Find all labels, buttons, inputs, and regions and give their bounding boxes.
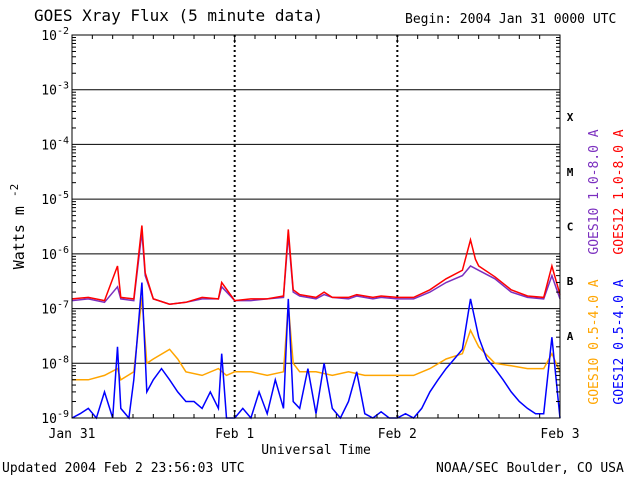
- legend-entry: GOES10 0.5-4.0 A: [587, 279, 602, 404]
- legend-layer: GOES10 1.0-8.0 A GOES12 1.0-8.0 A GOES10 0…: [587, 129, 627, 404]
- y-tick-label: 10-3: [41, 81, 69, 99]
- y-axis-label: Watts m -2: [8, 184, 28, 270]
- updated-timestamp: Updated 2004 Feb 2 23:56:03 UTC: [2, 461, 245, 476]
- y-tick-label: 10-7: [41, 300, 69, 318]
- flare-class-label: X: [567, 111, 574, 124]
- flare-class-label: B: [567, 275, 574, 288]
- y-tick-label: 10-2: [41, 26, 69, 44]
- x-tick-label: Feb 3: [540, 427, 579, 442]
- legend-entry: GOES12 1.0-8.0 A: [612, 129, 627, 254]
- series-line-3: [71, 282, 561, 420]
- legend-entry: GOES12 0.5-4.0 A: [612, 279, 627, 404]
- begin-timestamp: Begin: 2004 Jan 31 0000 UTC: [405, 12, 617, 27]
- y-tick-label: 10-4: [41, 135, 69, 153]
- y-tick-label: 10-5: [41, 190, 69, 208]
- flare-class-label: C: [567, 221, 574, 234]
- flare-class-label: M: [567, 166, 574, 179]
- series-layer: [71, 225, 561, 420]
- y-tick-label: 10-8: [41, 354, 69, 372]
- chart-title: GOES Xray Flux (5 minute data): [34, 6, 323, 25]
- y-tick-label: 10-6: [41, 245, 69, 263]
- x-axis-label: Universal Time: [261, 443, 371, 458]
- credit-label: NOAA/SEC Boulder, CO USA: [436, 461, 624, 476]
- series-line-1: [71, 225, 561, 305]
- legend-entry: GOES10 1.0-8.0 A: [587, 129, 602, 254]
- flare-class-label: A: [567, 330, 574, 343]
- y-tick-label: 10-9: [41, 409, 69, 427]
- x-tick-label: Feb 1: [215, 427, 254, 442]
- x-tick-label: Jan 31: [49, 427, 96, 442]
- x-tick-label: Feb 2: [378, 427, 417, 442]
